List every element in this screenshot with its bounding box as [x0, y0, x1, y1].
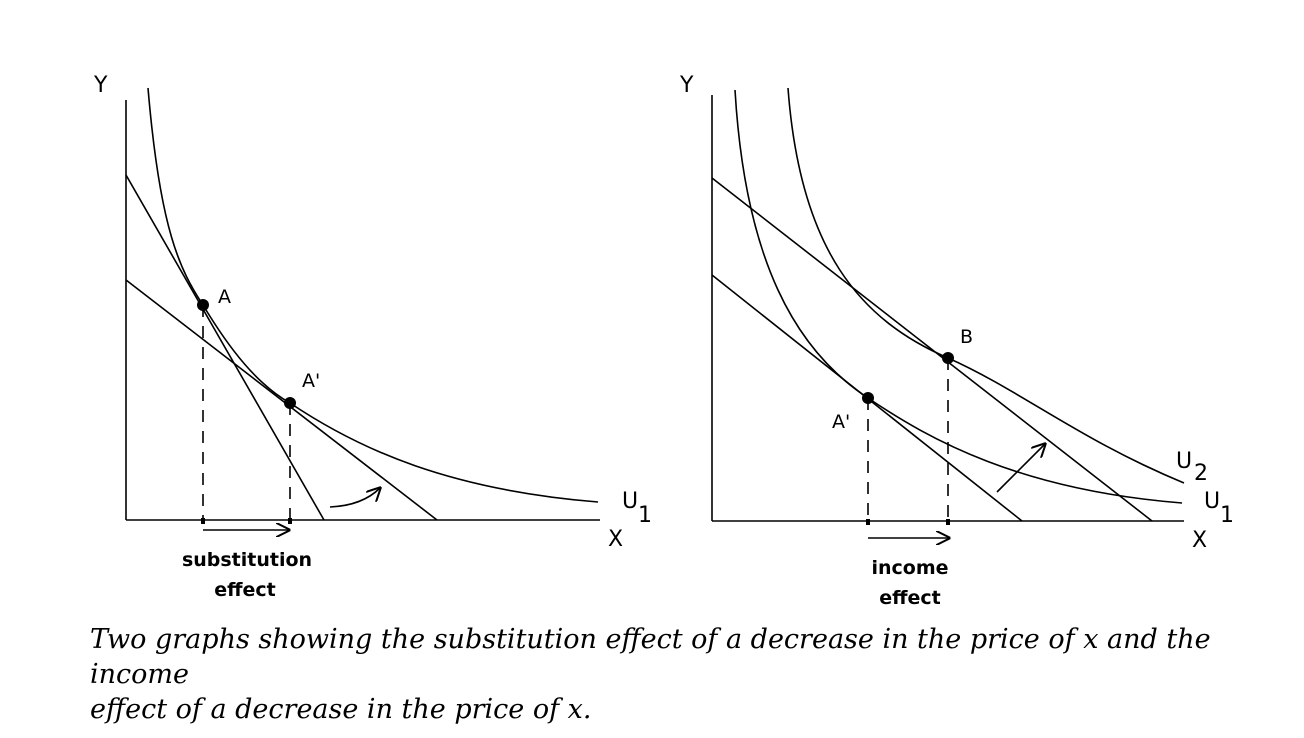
right-point-b — [942, 352, 954, 364]
caption-line-2: effect of a decrease in the price of x. — [90, 694, 592, 725]
right-u2-subscript: 2 — [1194, 461, 1208, 486]
right-point-b-label: B — [960, 326, 973, 348]
left-graph — [125, 87, 600, 530]
left-point-a-prime — [284, 397, 296, 409]
left-effect-label-line2: effect — [214, 579, 276, 601]
economics-diagram: Y X U 1 A A' substitution effect Y X U 2… — [93, 73, 1234, 609]
left-x-axis-label: X — [608, 527, 623, 552]
left-point-a-label: A — [218, 286, 231, 308]
right-x-axis-label: X — [1192, 528, 1207, 553]
right-y-axis-label: Y — [679, 73, 694, 98]
right-u1-label: U — [1204, 489, 1220, 514]
figure-caption: Two graphs showing the substitution effe… — [90, 622, 1270, 727]
right-graph — [711, 87, 1185, 538]
right-u1-subscript: 1 — [1220, 503, 1234, 528]
left-point-a-prime-label: A' — [302, 370, 320, 392]
left-point-a — [197, 299, 209, 311]
right-point-a-prime — [862, 392, 874, 404]
left-tick-a-prime — [288, 518, 292, 524]
left-u1-subscript: 1 — [638, 503, 652, 528]
left-u1-label: U — [622, 489, 638, 514]
left-tick-a — [201, 518, 205, 524]
caption-line-1: Two graphs showing the substitution effe… — [90, 624, 1211, 690]
left-original-budget-line — [125, 174, 325, 521]
right-u2-label: U — [1176, 449, 1192, 474]
right-shift-arrow — [996, 444, 1045, 493]
left-indifference-curve-u1 — [147, 87, 599, 503]
left-effect-label-line1: substitution — [182, 549, 312, 571]
right-tick-a-prime — [866, 519, 870, 525]
right-tick-b — [946, 519, 950, 525]
right-indifference-curve-u1 — [734, 89, 1183, 504]
right-effect-label-line1: income — [871, 557, 948, 579]
right-point-a-prime-label: A' — [832, 411, 850, 433]
left-y-axis-label: Y — [93, 73, 108, 98]
left-rotation-arrow — [329, 488, 380, 508]
left-compensated-budget-line — [125, 279, 438, 521]
right-effect-label-line2: effect — [879, 587, 941, 609]
right-new-budget-line — [711, 177, 1153, 522]
